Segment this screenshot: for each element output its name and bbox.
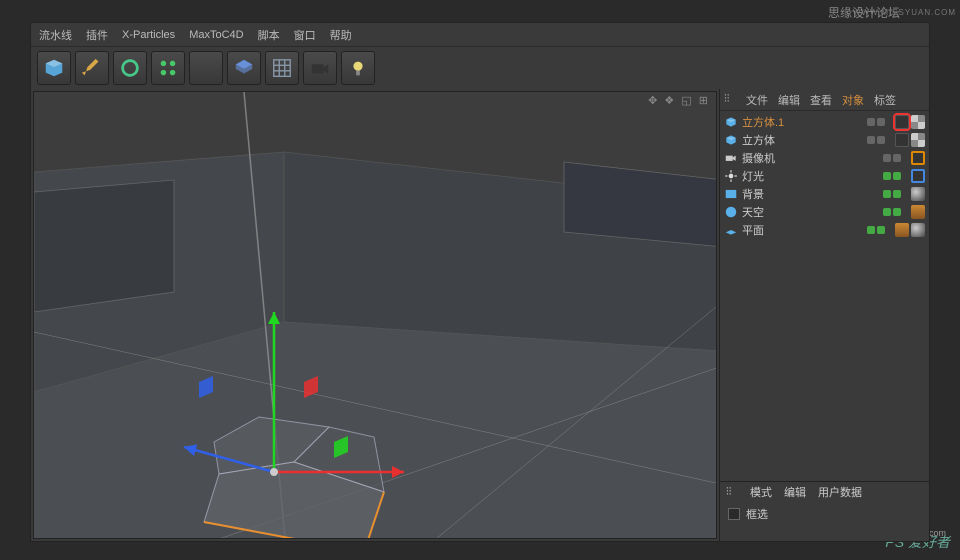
camera-icon — [724, 151, 738, 165]
menubar: 流水线插件 X-Particles MaxToC4D 脚本窗口帮助 — [31, 23, 929, 47]
object-row-立方体.1[interactable]: 立方体.1 — [722, 113, 927, 131]
visibility-dots[interactable] — [867, 226, 885, 234]
tool-grid[interactable] — [265, 51, 299, 85]
object-row-天空[interactable]: 天空 — [722, 203, 927, 221]
attribute-tabs: ⫶⫶ 模式编辑用户数据 — [720, 482, 929, 502]
object-row-背景[interactable]: 背景 — [722, 185, 927, 203]
om-tab-对象[interactable]: 对象 — [842, 92, 864, 108]
visibility-dots[interactable] — [867, 136, 885, 144]
object-name: 天空 — [742, 204, 879, 220]
cube-icon — [724, 133, 738, 147]
rect-select-checkbox[interactable] — [728, 508, 740, 520]
light-icon — [724, 169, 738, 183]
watermark-url: WWW.MISSYUAN.COM — [853, 8, 956, 17]
om-tab-文件[interactable]: 文件 — [746, 92, 768, 108]
tool-cube[interactable] — [37, 51, 71, 85]
tool-nurbs[interactable] — [113, 51, 147, 85]
om-tab-标签[interactable]: 标签 — [874, 92, 896, 108]
tags[interactable] — [911, 205, 925, 219]
bg-icon — [724, 187, 738, 201]
menu-X-Particles[interactable]: X-Particles — [122, 29, 175, 41]
toolbar — [31, 47, 929, 89]
app-window: 流水线插件 X-Particles MaxToC4D 脚本窗口帮助 ✥ ❖ ◱ ⊞ ⫶… — [30, 22, 930, 542]
viewport[interactable]: ✥ ❖ ◱ ⊞ — [33, 91, 717, 539]
tool-array[interactable] — [151, 51, 185, 85]
object-list[interactable]: 立方体.1 立方体摄像机灯光背景天空平面 — [720, 111, 929, 481]
sky-icon — [724, 205, 738, 219]
object-row-立方体[interactable]: 立方体 — [722, 131, 927, 149]
right-panel: ⫶⫶ 文件编辑查看对象标签 立方体.1立方体摄像机灯光背景天空平面 ⫶⫶ 模式编… — [719, 89, 929, 541]
object-name: 灯光 — [742, 168, 879, 184]
tags[interactable] — [895, 115, 925, 129]
menu-帮助[interactable]: 帮助 — [330, 27, 352, 43]
tags[interactable] — [895, 133, 925, 147]
attribute-manager: ⫶⫶ 模式编辑用户数据 框选 — [720, 481, 929, 541]
menu-脚本[interactable]: 脚本 — [258, 27, 280, 43]
visibility-dots[interactable] — [883, 172, 901, 180]
viewport-canvas[interactable] — [34, 92, 716, 538]
attr-tab-用户数据[interactable]: 用户数据 — [818, 484, 862, 500]
object-name: 背景 — [742, 186, 879, 202]
menu-插件[interactable]: 插件 — [86, 27, 108, 43]
attribute-body: 框选 — [720, 502, 929, 526]
menu-窗口[interactable]: 窗口 — [294, 27, 316, 43]
tags[interactable] — [911, 151, 925, 165]
attr-tab-模式[interactable]: 模式 — [750, 484, 772, 500]
object-name: 立方体 — [742, 132, 863, 148]
object-manager-tabs: ⫶⫶ 文件编辑查看对象标签 — [720, 89, 929, 111]
attr-tab-编辑[interactable]: 编辑 — [784, 484, 806, 500]
rect-select-label: 框选 — [746, 506, 768, 522]
tags[interactable] — [911, 169, 925, 183]
plane-icon — [724, 223, 738, 237]
object-name: 摄像机 — [742, 150, 879, 166]
object-row-摄像机[interactable]: 摄像机 — [722, 149, 927, 167]
visibility-dots[interactable] — [883, 190, 901, 198]
object-row-灯光[interactable]: 灯光 — [722, 167, 927, 185]
visibility-dots[interactable] — [883, 154, 901, 162]
tags[interactable] — [895, 223, 925, 237]
visibility-dots[interactable] — [883, 208, 901, 216]
grip-icon: ⫶⫶ — [726, 486, 738, 499]
tool-deformer[interactable] — [189, 51, 223, 85]
viewport-nav-icons[interactable]: ✥ ❖ ◱ ⊞ — [648, 94, 710, 107]
tool-scene[interactable] — [227, 51, 261, 85]
tool-camera[interactable] — [303, 51, 337, 85]
menu-MaxToC4D[interactable]: MaxToC4D — [189, 29, 243, 41]
tool-pen[interactable] — [75, 51, 109, 85]
om-tab-查看[interactable]: 查看 — [810, 92, 832, 108]
tags[interactable] — [911, 187, 925, 201]
menu-流水线[interactable]: 流水线 — [39, 27, 72, 43]
object-name: 立方体.1 — [742, 114, 863, 130]
tool-light[interactable] — [341, 51, 375, 85]
object-row-平面[interactable]: 平面 — [722, 221, 927, 239]
object-name: 平面 — [742, 222, 863, 238]
om-tab-编辑[interactable]: 编辑 — [778, 92, 800, 108]
visibility-dots[interactable] — [867, 118, 885, 126]
main-area: ✥ ❖ ◱ ⊞ ⫶⫶ 文件编辑查看对象标签 立方体.1立方体摄像机灯光背景天空平… — [31, 89, 929, 541]
cube-icon — [724, 115, 738, 129]
grip-icon: ⫶⫶ — [724, 93, 736, 106]
